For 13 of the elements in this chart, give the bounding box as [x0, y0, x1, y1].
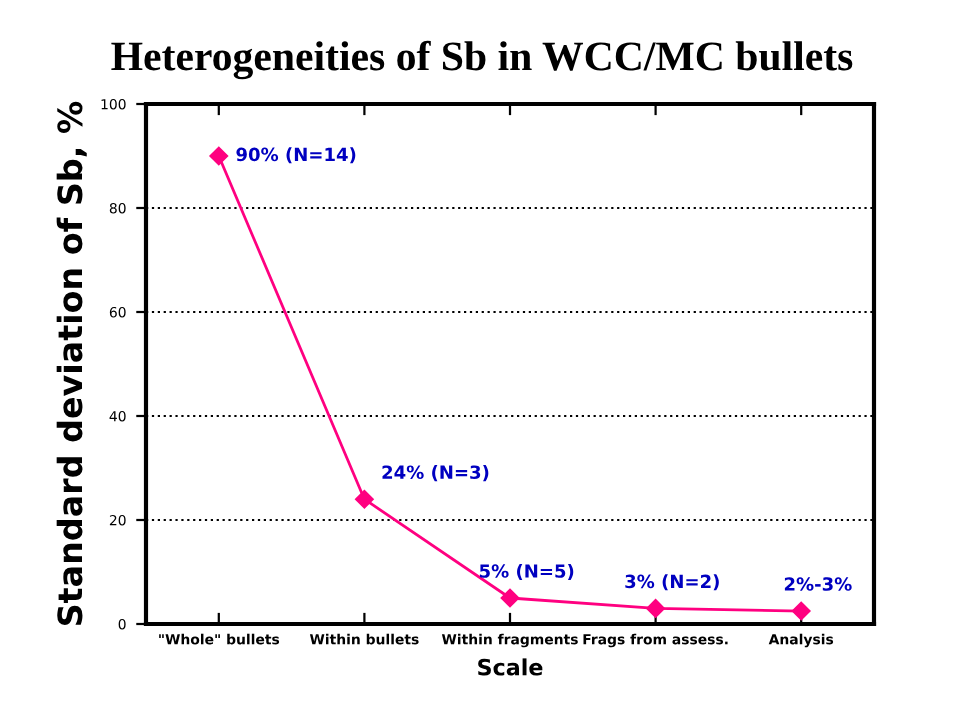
annotation: 5% (N=5) — [479, 563, 574, 580]
point — [500, 588, 520, 608]
annotation: 3% (N=2) — [625, 574, 719, 591]
x-axis-title: Scale — [478, 658, 543, 676]
annotation: 2%-3% — [784, 577, 852, 591]
point — [646, 599, 665, 618]
annotation: 90% (N=14) — [236, 147, 356, 164]
point — [355, 489, 374, 509]
point — [791, 601, 811, 621]
chart-title: Heterogeneities of Sb in WCC/MC bullets — [111, 40, 853, 80]
annotation: 24% (N=3) — [382, 465, 489, 482]
y-axis-title: Standard deviation of Sb, % — [56, 101, 87, 625]
point — [209, 146, 229, 166]
